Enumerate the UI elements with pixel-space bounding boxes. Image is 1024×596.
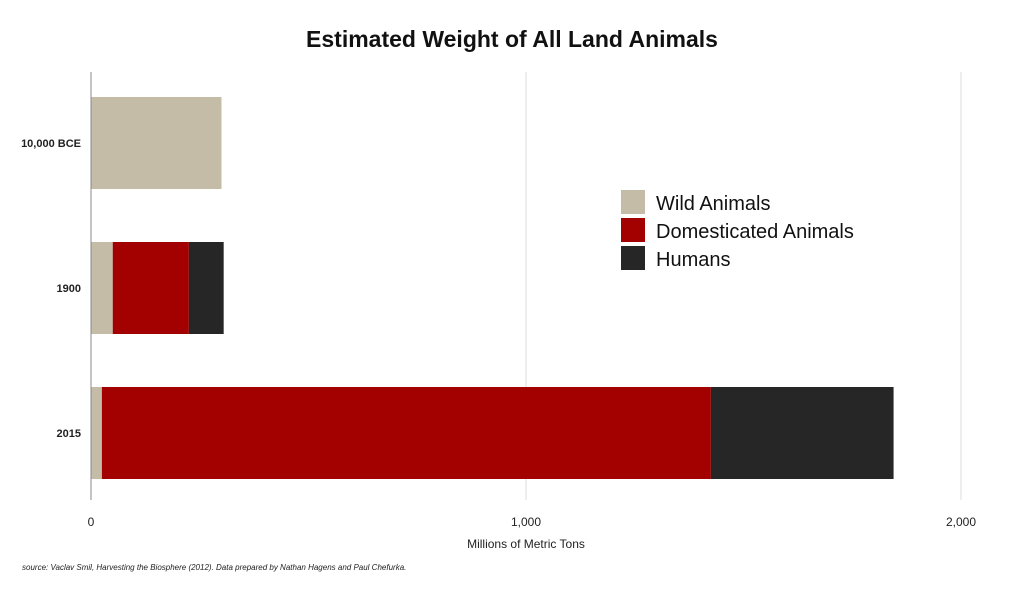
bar-wild-animals <box>91 387 102 479</box>
category-label: 1900 <box>57 283 81 295</box>
x-tick-label: 2,000 <box>946 515 976 529</box>
legend-label: Wild Animals <box>656 193 770 215</box>
x-axis-ticks: 0 1,000 2,000 <box>88 515 977 529</box>
legend: Wild Animals Domesticated Animals Humans <box>621 190 854 271</box>
legend-swatch <box>621 218 645 242</box>
x-axis-label: Millions of Metric Tons <box>467 537 585 551</box>
x-tick-label: 1,000 <box>511 515 541 529</box>
x-tick-label: 0 <box>88 515 95 529</box>
category-label: 10,000 BCE <box>21 138 81 150</box>
chart-title: Estimated Weight of All Land Animals <box>306 26 718 52</box>
bar-domesticated-animals <box>112 242 189 334</box>
bar-humans <box>188 242 224 334</box>
legend-label: Humans <box>656 249 730 271</box>
bar-humans <box>710 387 894 479</box>
bar-wild-animals <box>91 242 113 334</box>
legend-swatch <box>621 190 645 214</box>
bars <box>91 97 894 479</box>
bar-wild-animals <box>91 97 222 189</box>
legend-swatch <box>621 246 645 270</box>
source-note: source: Vaclav Smil, Harvesting the Bios… <box>22 563 407 572</box>
category-labels: 10,000 BCE 1900 2015 <box>21 138 81 440</box>
bar-domesticated-animals <box>101 387 711 479</box>
category-label: 2015 <box>57 428 81 440</box>
legend-label: Domesticated Animals <box>656 221 854 243</box>
